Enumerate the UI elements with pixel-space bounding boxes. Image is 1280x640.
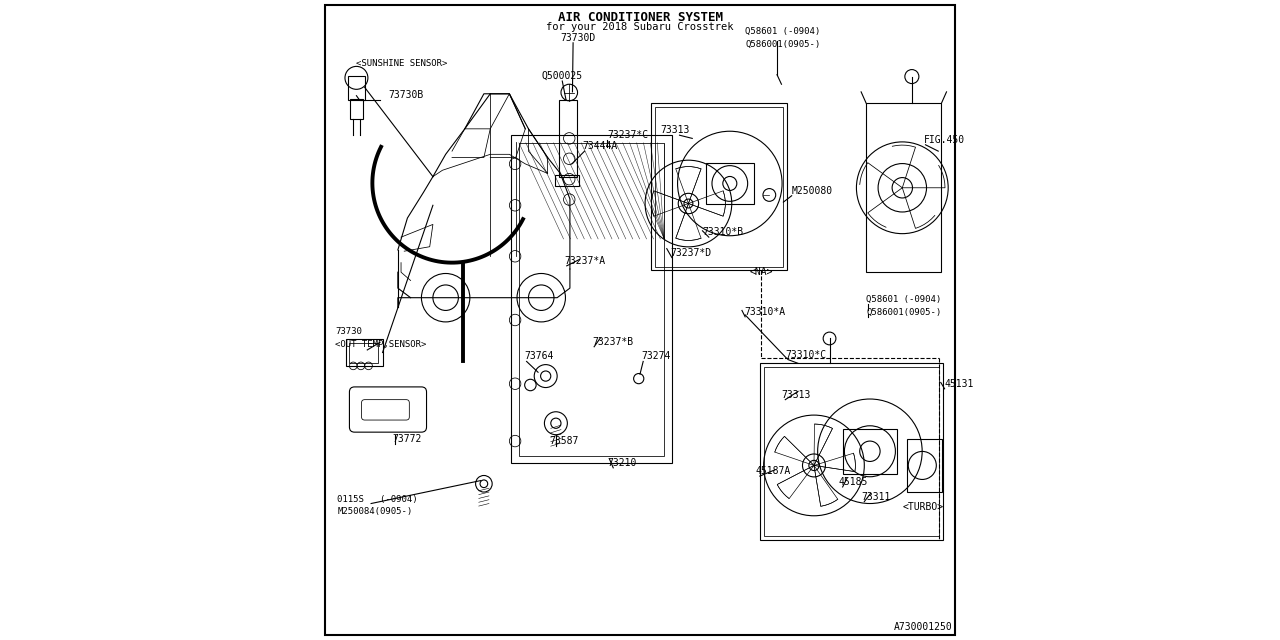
Text: 73310*B: 73310*B xyxy=(703,227,744,237)
Bar xyxy=(511,135,672,463)
Text: Q58601 (-0904): Q58601 (-0904) xyxy=(745,28,820,36)
Text: 73772: 73772 xyxy=(393,435,422,444)
Bar xyxy=(908,438,942,492)
Text: 45187A: 45187A xyxy=(756,466,791,476)
Text: 73237*A: 73237*A xyxy=(564,256,605,266)
Text: FIG.450: FIG.450 xyxy=(924,135,965,145)
Bar xyxy=(346,339,383,366)
Text: Q586001(0905-): Q586001(0905-) xyxy=(745,40,820,49)
Text: 73444A: 73444A xyxy=(582,141,618,151)
Text: 73730D: 73730D xyxy=(561,33,595,43)
Bar xyxy=(349,343,378,364)
Text: AIR CONDITIONER SYSTEM: AIR CONDITIONER SYSTEM xyxy=(558,11,722,24)
Text: <NA>: <NA> xyxy=(750,267,773,276)
Text: <TURBO>: <TURBO> xyxy=(902,502,943,513)
Text: Q500025: Q500025 xyxy=(541,71,582,81)
Text: Q58601 (-0904): Q58601 (-0904) xyxy=(867,295,942,304)
Text: 73730: 73730 xyxy=(335,327,362,336)
Text: 73587: 73587 xyxy=(549,436,579,446)
Text: M250080: M250080 xyxy=(791,186,833,196)
Text: 73311: 73311 xyxy=(861,492,891,502)
Text: M250084(0905-): M250084(0905-) xyxy=(338,508,412,516)
Bar xyxy=(559,100,577,177)
Bar xyxy=(654,106,783,267)
Bar xyxy=(844,429,897,474)
Bar xyxy=(349,99,362,119)
Text: 73237*D: 73237*D xyxy=(671,248,712,257)
Bar xyxy=(556,175,580,186)
Bar xyxy=(764,367,940,536)
Text: 73730B: 73730B xyxy=(388,90,424,100)
Text: <SUNSHINE SENSOR>: <SUNSHINE SENSOR> xyxy=(356,60,448,68)
Text: 73310*C: 73310*C xyxy=(786,349,827,360)
Text: 73210: 73210 xyxy=(607,458,636,468)
Text: 73274: 73274 xyxy=(641,351,671,362)
Text: A730001250: A730001250 xyxy=(893,622,952,632)
Text: 73237*B: 73237*B xyxy=(593,337,634,347)
Text: Q586001(0905-): Q586001(0905-) xyxy=(867,308,942,317)
Text: <OUT TEMP,SENSOR>: <OUT TEMP,SENSOR> xyxy=(335,340,426,349)
Bar xyxy=(760,363,943,540)
Bar xyxy=(705,163,754,204)
Bar xyxy=(867,103,941,272)
Text: 0115S   (-0904): 0115S (-0904) xyxy=(338,495,419,504)
Bar xyxy=(518,143,664,456)
Text: 45185: 45185 xyxy=(838,477,868,487)
Text: 73310*A: 73310*A xyxy=(744,307,785,317)
Text: for your 2018 Subaru Crosstrek: for your 2018 Subaru Crosstrek xyxy=(547,22,733,32)
Text: 73313: 73313 xyxy=(660,125,690,135)
Text: 45131: 45131 xyxy=(945,379,974,389)
Text: 73764: 73764 xyxy=(524,351,553,362)
Text: 73237*C: 73237*C xyxy=(607,131,648,140)
Text: 73313: 73313 xyxy=(782,390,810,399)
Bar xyxy=(348,76,365,100)
Bar xyxy=(652,103,787,270)
